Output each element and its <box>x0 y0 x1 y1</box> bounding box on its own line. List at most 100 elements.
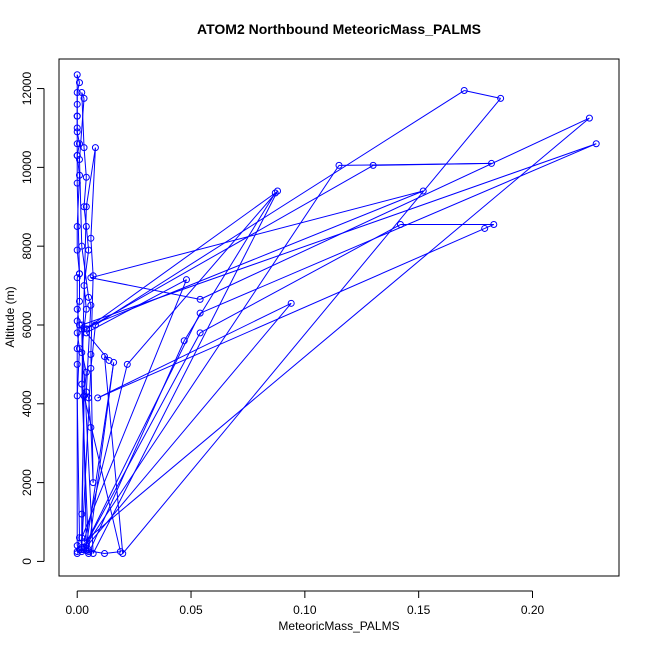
y-tick-label: 6000 <box>20 311 34 338</box>
data-point <box>119 550 127 558</box>
y-tick-label: 10000 <box>20 150 34 184</box>
series-segment <box>81 246 90 298</box>
series-segment <box>83 147 87 178</box>
data-point <box>182 276 190 284</box>
data-point <box>196 329 204 337</box>
data-point <box>73 550 81 558</box>
data-point <box>585 114 593 122</box>
x-axis-label: MeteoricMass_PALMS <box>278 619 399 633</box>
series-segment <box>83 332 201 548</box>
series-segment <box>81 279 187 538</box>
series-segment <box>81 143 597 326</box>
data-point <box>82 305 90 313</box>
data-point <box>82 368 90 376</box>
data-point <box>73 222 81 230</box>
x-tick-label: 0.15 <box>407 603 431 617</box>
data-point <box>419 187 427 195</box>
data-point <box>82 542 90 550</box>
series-layer <box>73 71 600 558</box>
data-point <box>73 317 81 325</box>
data-point <box>87 234 95 242</box>
data-point <box>89 550 97 558</box>
data-point <box>75 171 83 179</box>
data-point <box>73 140 81 148</box>
series-segment <box>199 117 590 300</box>
series-segment <box>83 177 87 207</box>
y-tick-label: 2000 <box>20 469 34 496</box>
data-point <box>73 112 81 120</box>
series-segment <box>92 190 278 554</box>
data-point <box>89 272 97 280</box>
data-point <box>123 360 131 368</box>
series-segment <box>81 368 92 548</box>
x-tick-label: 0.05 <box>179 603 203 617</box>
y-tick-label: 4000 <box>20 390 34 417</box>
data-point <box>196 295 204 303</box>
data-point <box>271 189 279 197</box>
data-point <box>82 203 90 211</box>
series-segment <box>464 90 501 99</box>
data-point <box>82 222 90 230</box>
x-tick-label: 0.20 <box>521 603 545 617</box>
data-point <box>73 329 81 337</box>
data-point <box>369 161 377 169</box>
series-segment <box>484 224 494 229</box>
data-point <box>73 128 81 136</box>
data-point <box>73 548 81 556</box>
data-point <box>105 356 113 364</box>
series-segment <box>81 165 340 552</box>
data-point <box>180 337 188 345</box>
data-point <box>80 282 88 290</box>
data-point <box>85 293 93 301</box>
data-point <box>497 94 505 102</box>
series-segment <box>76 183 80 274</box>
data-point <box>87 351 95 359</box>
data-point <box>85 246 93 254</box>
data-point <box>196 309 204 317</box>
data-point <box>287 299 295 307</box>
series-segment <box>373 162 492 166</box>
series-segment <box>199 224 401 334</box>
data-point <box>85 546 93 554</box>
data-point <box>335 161 343 169</box>
series-segment <box>90 277 201 300</box>
data-point <box>80 544 88 552</box>
data-point <box>116 548 124 556</box>
series-segment <box>90 147 96 239</box>
data-point <box>78 321 86 329</box>
data-point <box>80 144 88 152</box>
data-point <box>73 246 81 254</box>
series-segment <box>85 305 92 393</box>
data-point <box>78 325 86 333</box>
data-point <box>87 364 95 372</box>
series-segment <box>104 356 124 554</box>
data-point <box>78 546 86 554</box>
series-segment <box>76 82 80 93</box>
series-segment <box>86 164 374 330</box>
series-segment <box>88 340 185 554</box>
data-point <box>73 152 81 160</box>
data-point <box>73 179 81 187</box>
data-point <box>274 187 282 195</box>
data-point <box>94 394 102 402</box>
data-point <box>75 140 83 148</box>
y-tick-label: 8000 <box>20 233 34 260</box>
chart-title: ATOM2 Northbound MeteoricMass_PALMS <box>197 21 481 37</box>
series-segment <box>78 98 85 160</box>
data-point <box>78 349 86 357</box>
series-segment <box>122 98 502 554</box>
data-point <box>91 321 99 329</box>
x-tick-label: 0.00 <box>66 603 90 617</box>
data-point <box>73 88 81 96</box>
series-segment <box>81 190 424 330</box>
data-point <box>101 550 109 558</box>
data-point <box>87 423 95 431</box>
data-point <box>82 329 90 337</box>
data-point <box>78 534 86 542</box>
data-point <box>73 345 81 353</box>
series-segment <box>76 250 80 274</box>
x-tick-label: 0.10 <box>293 603 317 617</box>
series-segment <box>83 312 201 548</box>
data-point <box>490 221 498 229</box>
data-point <box>78 544 86 552</box>
